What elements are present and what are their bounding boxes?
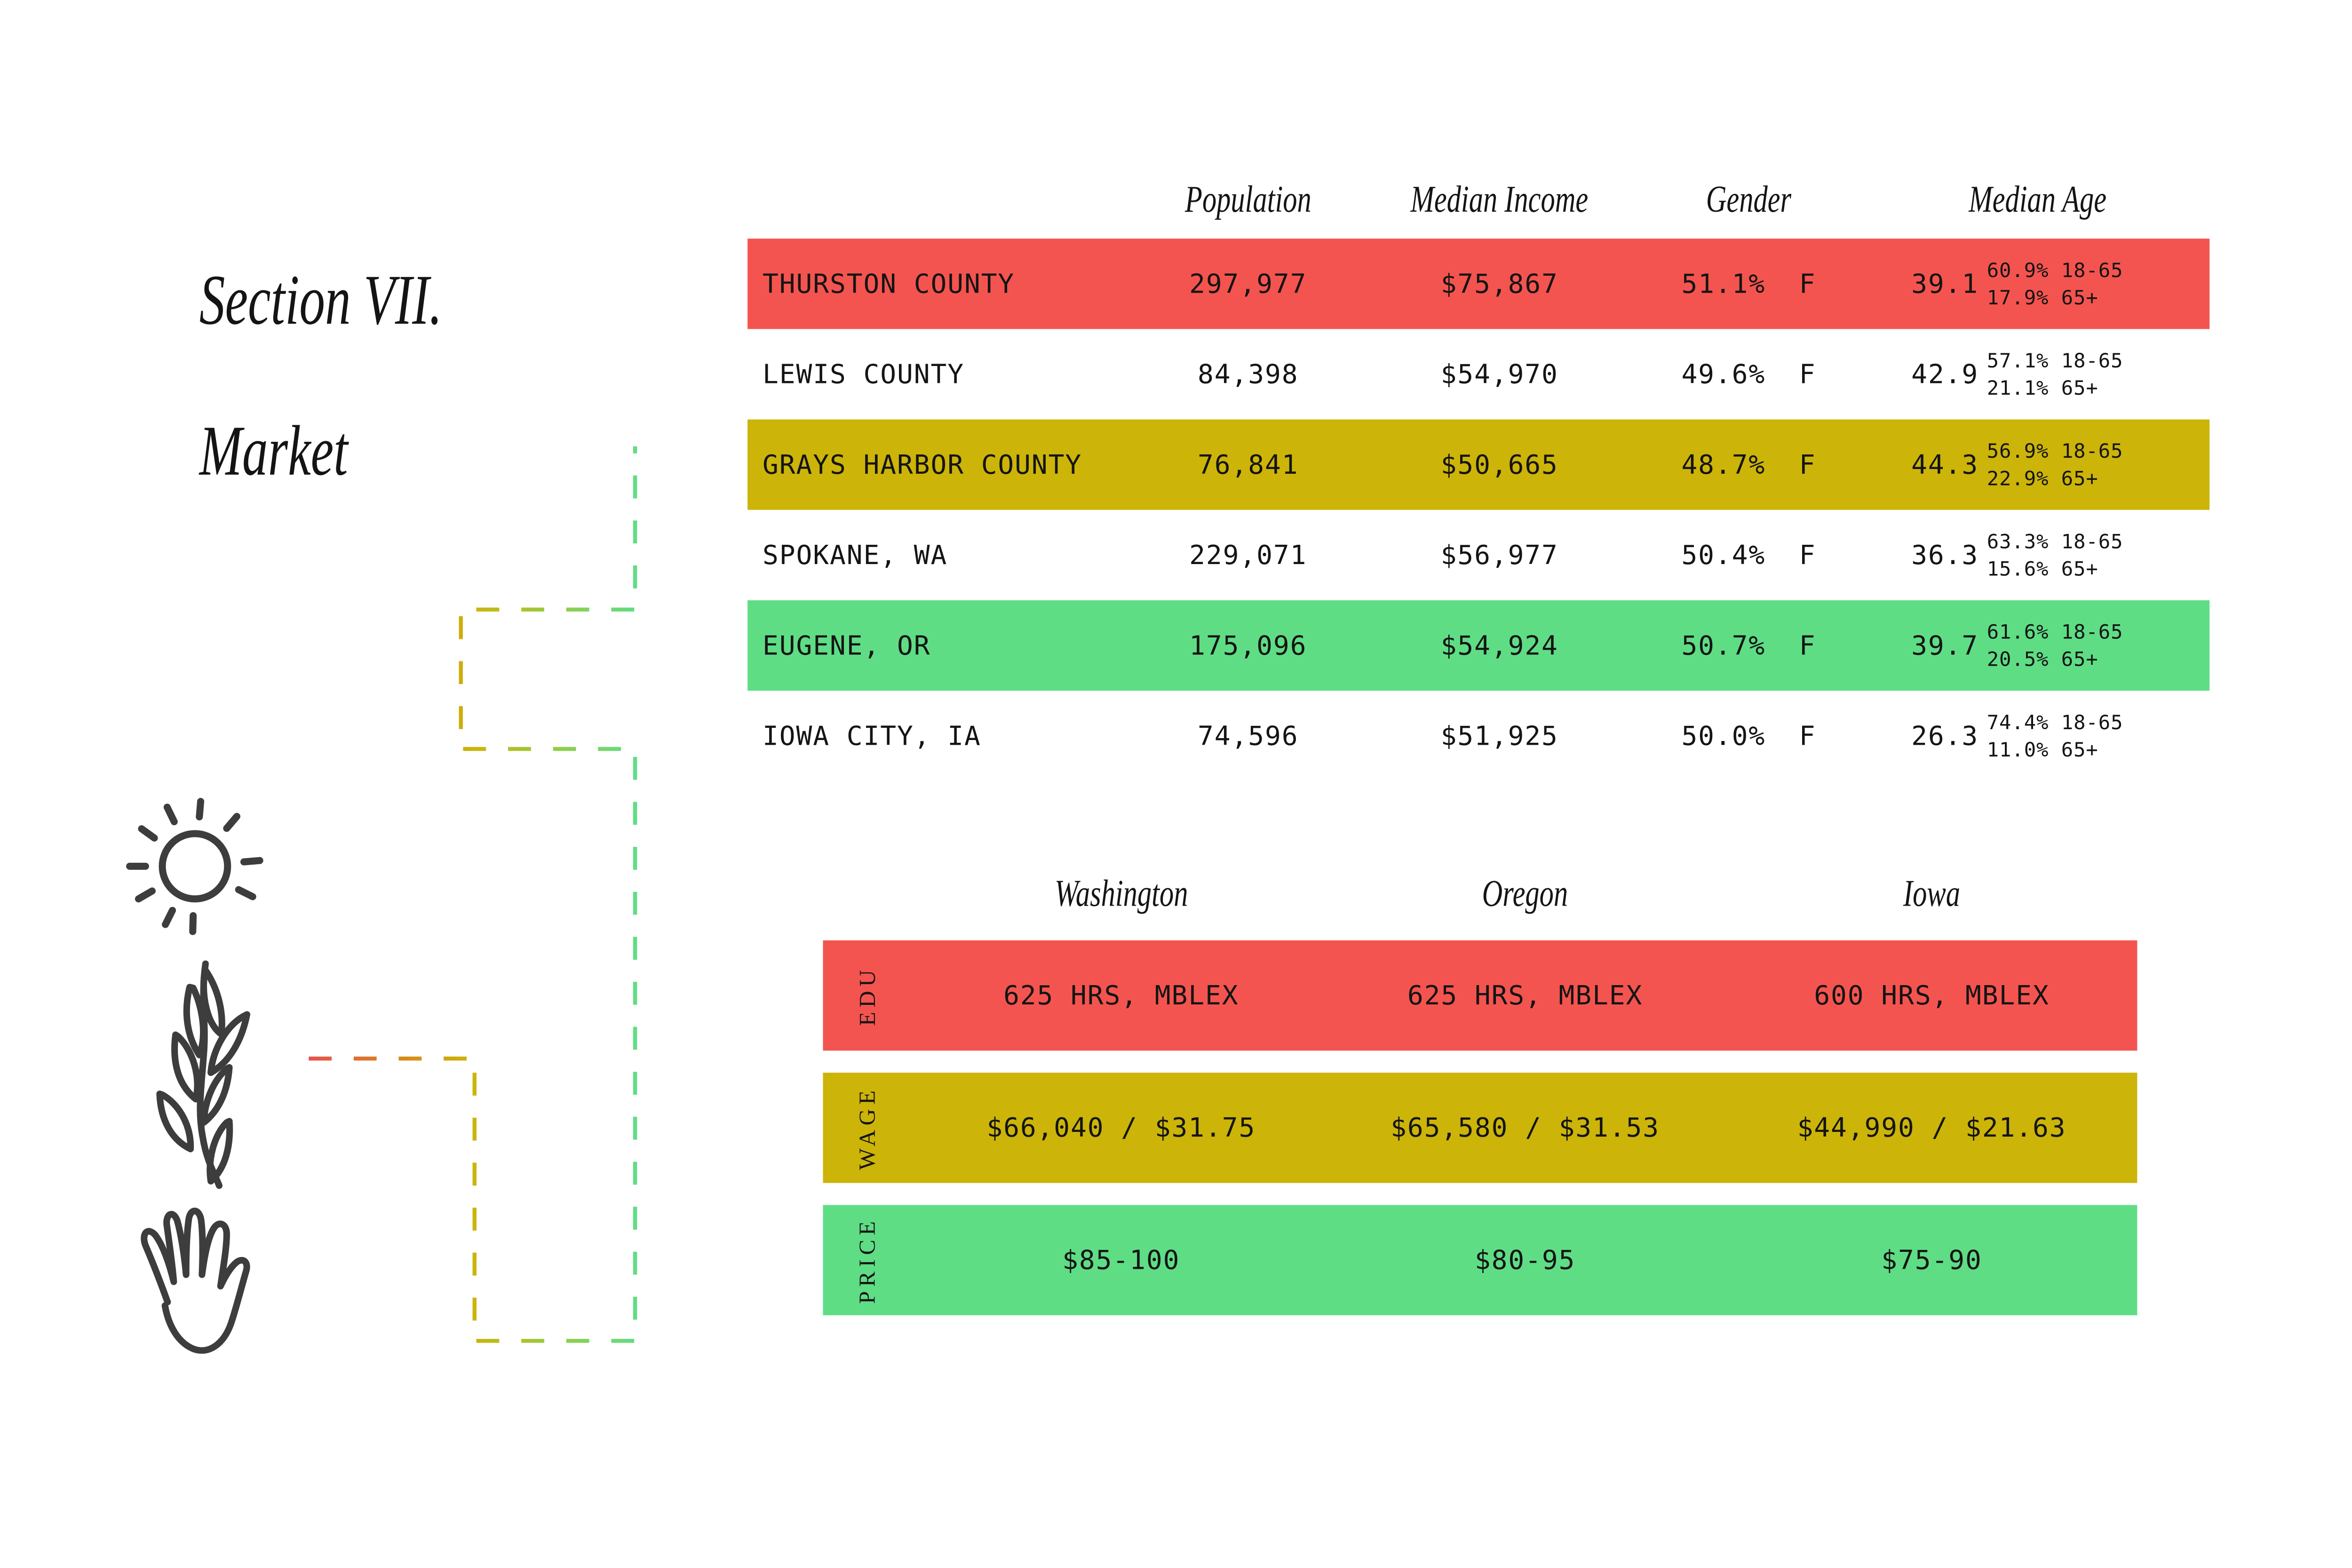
row-label-price: PRICE	[855, 1217, 880, 1304]
table-row-spokane-wa: SPOKANE, WA 229,071 $56,977 50.4% F 36.3…	[747, 510, 2209, 600]
table-row-thurston-county: THURSTON COUNTY 297,977 $75,867 51.1% F …	[747, 239, 2210, 329]
state-header-iowa: Iowa	[1903, 872, 1960, 915]
section-title: Section VII.	[199, 261, 537, 340]
wage-oregon: $65,580 / $31.53	[1391, 1112, 1660, 1144]
column-header-median-income: Median Income	[1410, 177, 1589, 220]
age-18-65: 56.9% 18-65	[1986, 439, 2123, 463]
state-header-oregon: Oregon	[1482, 872, 1568, 915]
edu-washington: 625 HRS, MBLEX	[1003, 980, 1239, 1011]
hand-icon	[141, 1208, 250, 1354]
row-label-wage: WAGE	[855, 1086, 880, 1170]
state-row-wage: WAGE $66,040 / $31.75 $65,580 / $31.53 $…	[823, 1073, 2137, 1183]
age-65-plus: 20.5% 65+	[1986, 647, 2098, 671]
row-population: 229,071	[1189, 540, 1307, 571]
row-gender: 48.7% F	[1681, 449, 1816, 480]
wage-washington: $66,040 / $31.75	[986, 1112, 1256, 1144]
row-label-edu: EDU	[855, 965, 880, 1026]
row-name: LEWIS COUNTY	[763, 358, 964, 390]
row-median-income: $54,970	[1440, 358, 1558, 390]
section-subtitle: Market	[199, 415, 406, 487]
row-name: IOWA CITY, IA	[763, 720, 981, 752]
section-title-text: Section VII.	[199, 261, 442, 340]
row-median-age: 42.9	[1911, 358, 1979, 390]
table-row-grays-harbor-county: GRAYS HARBOR COUNTY 76,841 $50,665 48.7%…	[747, 419, 2210, 510]
row-age-breakdown: 61.6% 18-65 20.5% 65+	[1987, 600, 2217, 691]
row-median-age: 26.3	[1911, 720, 1979, 752]
row-age-breakdown: 57.1% 18-65 21.1% 65+	[1987, 329, 2217, 419]
row-age-breakdown: 63.3% 18-65 15.6% 65+	[1987, 510, 2217, 600]
row-median-age: 44.3	[1911, 449, 1979, 480]
row-name: THURSTON COUNTY	[763, 268, 1015, 300]
row-gender: 51.1% F	[1681, 268, 1816, 300]
column-header-gender: Gender	[1706, 177, 1792, 220]
row-gender: 49.6% F	[1681, 358, 1816, 390]
row-median-income: $54,924	[1440, 630, 1558, 661]
edu-oregon: 625 HRS, MBLEX	[1407, 980, 1643, 1011]
row-median-age: 36.3	[1911, 540, 1979, 571]
price-oregon: $80-95	[1474, 1244, 1576, 1276]
price-washington: $85-100	[1062, 1244, 1180, 1276]
age-65-plus: 22.9% 65+	[1986, 466, 2098, 490]
row-gender: 50.4% F	[1681, 540, 1816, 571]
state-row-price: PRICE $85-100 $80-95 $75-90	[823, 1205, 2137, 1315]
row-population: 84,398	[1198, 358, 1299, 390]
row-gender: 50.7% F	[1681, 630, 1816, 661]
row-population: 74,596	[1198, 720, 1299, 752]
age-18-65: 74.4% 18-65	[1986, 710, 2123, 734]
age-65-plus: 17.9% 65+	[1986, 286, 2098, 309]
leaf-icon	[156, 960, 251, 1189]
table-row-iowa-city-ia: IOWA CITY, IA 74,596 $51,925 50.0% F 26.…	[747, 691, 2209, 781]
row-population: 297,977	[1189, 268, 1307, 300]
age-65-plus: 11.0% 65+	[1986, 738, 2098, 761]
row-median-income: $75,867	[1440, 268, 1558, 300]
row-age-breakdown: 74.4% 18-65 11.0% 65+	[1987, 691, 2217, 781]
state-header-washington: Washington	[1054, 872, 1188, 915]
column-header-population: Population	[1184, 177, 1311, 220]
table-row-lewis-county: LEWIS COUNTY 84,398 $54,970 49.6% F 42.9…	[747, 329, 2209, 419]
row-population: 76,841	[1198, 449, 1299, 480]
age-65-plus: 21.1% 65+	[1986, 376, 2098, 399]
section-subtitle-text: Market	[199, 411, 348, 491]
row-name: EUGENE, OR	[763, 630, 931, 661]
row-gender: 50.0% F	[1681, 720, 1816, 752]
sun-icon	[126, 798, 263, 935]
dashed-connector-path	[309, 446, 637, 1343]
row-median-income: $50,665	[1440, 449, 1558, 480]
slide-canvas: Section VII. Market Population Median In…	[126, 177, 2210, 1354]
age-18-65: 61.6% 18-65	[1986, 620, 2123, 644]
decorations	[126, 446, 637, 1354]
price-iowa: $75-90	[1881, 1244, 1982, 1276]
row-population: 175,096	[1189, 630, 1307, 661]
age-18-65: 57.1% 18-65	[1986, 349, 2123, 372]
row-median-age: 39.1	[1911, 268, 1979, 300]
row-age-breakdown: 56.9% 18-65 22.9% 65+	[1987, 420, 2217, 510]
row-median-age: 39.7	[1911, 630, 1979, 661]
state-row-edu: EDU 625 HRS, MBLEX 625 HRS, MBLEX 600 HR…	[823, 940, 2137, 1051]
row-name: GRAYS HARBOR COUNTY	[763, 449, 1082, 480]
edu-iowa: 600 HRS, MBLEX	[1814, 980, 2050, 1011]
row-name: SPOKANE, WA	[763, 540, 948, 571]
age-18-65: 63.3% 18-65	[1986, 529, 2123, 553]
age-18-65: 60.9% 18-65	[1986, 258, 2123, 282]
age-65-plus: 15.6% 65+	[1986, 557, 2098, 581]
column-header-median-age: Median Age	[1969, 177, 2106, 220]
row-median-income: $56,977	[1440, 540, 1558, 571]
table-row-eugene-or: EUGENE, OR 175,096 $54,924 50.7% F 39.7 …	[747, 600, 2210, 691]
wage-iowa: $44,990 / $21.63	[1797, 1112, 2066, 1144]
row-median-income: $51,925	[1440, 720, 1558, 752]
row-age-breakdown: 60.9% 18-65 17.9% 65+	[1987, 239, 2217, 329]
